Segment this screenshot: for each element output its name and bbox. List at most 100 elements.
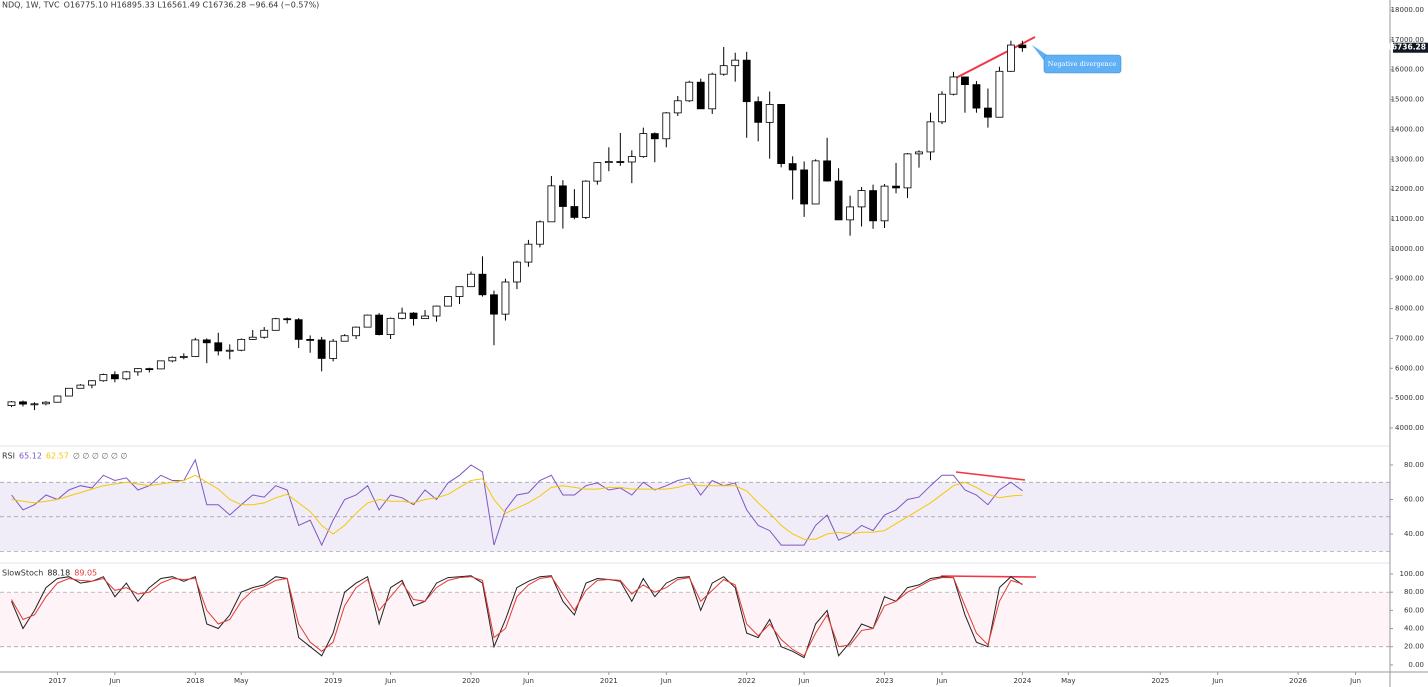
- candle-body: [650, 133, 659, 140]
- divergence-line: [940, 575, 1037, 578]
- last-price-label: 16736.28: [1387, 43, 1426, 52]
- x-tick-label: 2017: [49, 677, 67, 685]
- candle-body: [696, 81, 705, 110]
- y-tick-label: 9000.00: [1395, 275, 1424, 283]
- y-tick-label: 14000.00: [1391, 125, 1424, 133]
- candle-body: [938, 93, 946, 123]
- y-tick-label: 7000.00: [1395, 334, 1424, 342]
- candle-body: [926, 121, 935, 153]
- y-tick-label: 100.00: [1400, 570, 1425, 578]
- candle-body: [742, 59, 751, 103]
- candle-body: [340, 335, 349, 342]
- x-tick-label: Jun: [108, 677, 120, 685]
- x-tick-label: 2022: [738, 677, 756, 685]
- candle-body: [317, 339, 326, 359]
- candle-body: [811, 160, 820, 205]
- y-tick-label: 40.00: [1404, 530, 1424, 538]
- legend-name: SlowStoch: [2, 569, 43, 578]
- x-tick-label: May: [234, 677, 248, 685]
- y-tick-label: 80.00: [1404, 588, 1424, 596]
- y-tick-label: 8000.00: [1395, 305, 1424, 313]
- candle-body: [995, 70, 1004, 118]
- candle-body: [19, 401, 27, 405]
- candle-body: [800, 169, 809, 205]
- y-tick-label: 17000.00: [1391, 36, 1424, 44]
- candle-body: [156, 360, 165, 370]
- candle-body: [501, 281, 510, 315]
- candle-body: [984, 107, 992, 118]
- x-tick-label: 2026: [1289, 677, 1307, 685]
- candle-body: [639, 133, 648, 157]
- candle-body: [490, 294, 498, 315]
- candle-body: [352, 326, 361, 337]
- candle-body: [444, 296, 452, 307]
- candle-body: [547, 185, 556, 223]
- candle-body: [1018, 44, 1027, 49]
- candle-body: [754, 101, 763, 123]
- candle-body: [673, 100, 682, 114]
- y-tick-label: 40.00: [1404, 625, 1424, 633]
- candle-body: [65, 387, 73, 397]
- candle-body: [892, 185, 900, 189]
- y-tick-label: 12000.00: [1391, 185, 1424, 193]
- candle-body: [53, 395, 62, 403]
- y-tick-label: 80.00: [1404, 461, 1424, 469]
- x-tick-label: Jun: [660, 677, 672, 685]
- y-tick-label: 60.00: [1404, 606, 1424, 614]
- candle-body: [122, 371, 131, 380]
- y-tick-label: 20.00: [1404, 643, 1424, 651]
- candle-body: [179, 356, 188, 358]
- y-tick-label: 11000.00: [1391, 215, 1424, 223]
- x-tick-label: 2025: [1151, 677, 1169, 685]
- candle-body: [662, 112, 671, 140]
- candle-body: [708, 73, 717, 110]
- y-tick-label: 18000.00: [1391, 6, 1424, 14]
- candle-body: [823, 160, 832, 182]
- x-tick-label: 2019: [324, 677, 342, 685]
- x-tick-label: Jun: [936, 677, 948, 685]
- candle-body: [375, 314, 383, 335]
- candle-body: [409, 312, 418, 320]
- candle-body: [857, 190, 866, 208]
- legend-value: 88.18: [47, 569, 70, 578]
- candle-body: [30, 403, 39, 406]
- candle-body: [76, 384, 85, 389]
- candle-body: [99, 374, 108, 382]
- y-tick-label: 16000.00: [1391, 66, 1424, 74]
- candle-body: [237, 339, 246, 351]
- candle-body: [88, 380, 96, 386]
- candle-body: [42, 401, 50, 405]
- candle-body: [834, 180, 843, 221]
- candle-body: [731, 59, 740, 67]
- candle-body: [719, 65, 728, 75]
- y-tick-label: 4000.00: [1395, 424, 1424, 432]
- legend-value: 65.12: [19, 452, 42, 461]
- candle-body: [685, 81, 694, 102]
- legend-extra: ∅ ∅ ∅ ∅ ∅ ∅: [73, 452, 128, 461]
- candle-body: [478, 273, 487, 296]
- candle-body: [191, 339, 200, 357]
- callout-box: [1043, 54, 1122, 74]
- y-tick-label: 6000.00: [1395, 364, 1424, 372]
- candle-body: [972, 84, 981, 109]
- candle-body: [581, 180, 590, 218]
- y-tick-label: 13000.00: [1391, 155, 1424, 163]
- candle-body: [133, 368, 142, 373]
- candle-body: [593, 162, 602, 182]
- x-tick-label: Jun: [1349, 677, 1361, 685]
- series-line: [11, 474, 1023, 540]
- x-tick-label: 2024: [1013, 677, 1031, 685]
- candle-body: [202, 339, 211, 344]
- candle-body: [432, 305, 441, 317]
- series-line: [11, 458, 1023, 547]
- candle-body: [627, 156, 636, 163]
- candle-body: [283, 318, 292, 321]
- candle-body: [110, 374, 119, 380]
- candle-body: [524, 243, 533, 263]
- candle-body: [880, 185, 889, 222]
- x-tick-label: Jun: [384, 677, 396, 685]
- candle-body: [398, 312, 406, 319]
- band: [0, 592, 1390, 647]
- divergence-line: [949, 36, 1036, 82]
